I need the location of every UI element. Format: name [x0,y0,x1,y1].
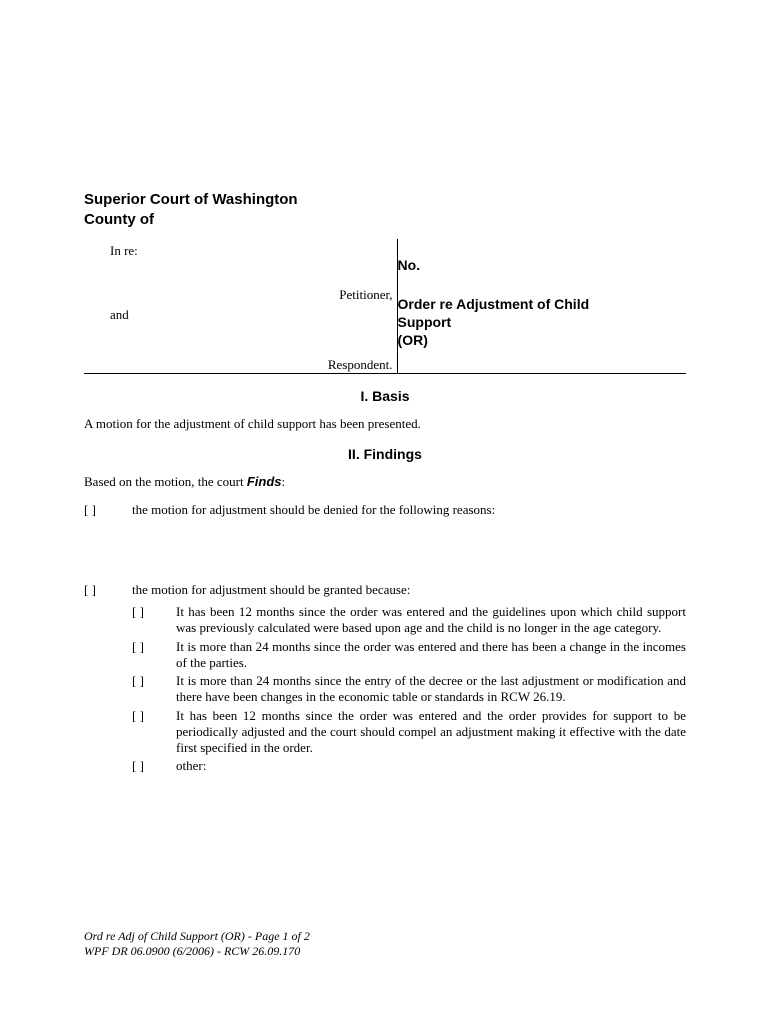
granted-option: [ ] the motion for adjustment should be … [84,582,686,598]
and-label: and [84,303,397,323]
reason-item: [ ] It is more than 24 months since the … [132,639,686,672]
checkbox[interactable]: [ ] [84,502,132,518]
reason-text: It has been 12 months since the order wa… [176,708,686,757]
case-number-label: No. [398,239,686,295]
reason-item: [ ] It has been 12 months since the orde… [132,708,686,757]
denied-option: [ ] the motion for adjustment should be … [84,502,686,518]
petitioner-label: Petitioner, [339,287,396,303]
form-footer: Ord re Adj of Child Support (OR) - Page … [84,929,310,960]
reason-item: [ ] It has been 12 months since the orde… [132,604,686,637]
caption-order-info: No. Order re Adjustment of Child Support… [397,239,686,374]
in-re-label: In re: [84,239,397,287]
denied-text: the motion for adjustment should be deni… [132,502,686,518]
county-of: County of [84,210,686,230]
reason-item: [ ] It is more than 24 months since the … [132,673,686,706]
reason-text: It is more than 24 months since the orde… [176,639,686,672]
footer-form-number: WPF DR 06.0900 (6/2006) - RCW 26.09.170 [84,944,310,960]
granted-text: the motion for adjustment should be gran… [132,582,686,598]
checkbox[interactable]: [ ] [132,758,176,774]
checkbox[interactable]: [ ] [132,673,176,706]
legal-form-page: Superior Court of Washington County of I… [0,0,770,775]
basis-text: A motion for the adjustment of child sup… [84,416,686,432]
findings-intro: Based on the motion, the court Finds: [84,474,686,490]
reason-text: other: [176,758,686,774]
checkbox[interactable]: [ ] [132,604,176,637]
checkbox[interactable]: [ ] [132,708,176,757]
order-title: Order re Adjustment of Child Support (OR… [398,295,686,350]
basis-heading: I. Basis [84,388,686,404]
reason-item: [ ] other: [132,758,686,774]
case-caption: In re: Petitioner, and Respondent. No. O… [84,239,686,374]
checkbox[interactable]: [ ] [84,582,132,598]
court-header: Superior Court of Washington County of [84,190,686,229]
checkbox[interactable]: [ ] [132,639,176,672]
reason-text: It is more than 24 months since the entr… [176,673,686,706]
granted-reasons-list: [ ] It has been 12 months since the orde… [84,604,686,775]
respondent-label: Respondent. [328,357,397,373]
reason-text: It has been 12 months since the order wa… [176,604,686,637]
court-name: Superior Court of Washington [84,190,686,210]
findings-heading: II. Findings [84,446,686,462]
footer-page-info: Ord re Adj of Child Support (OR) - Page … [84,929,310,945]
caption-parties: In re: Petitioner, and Respondent. [84,239,397,374]
